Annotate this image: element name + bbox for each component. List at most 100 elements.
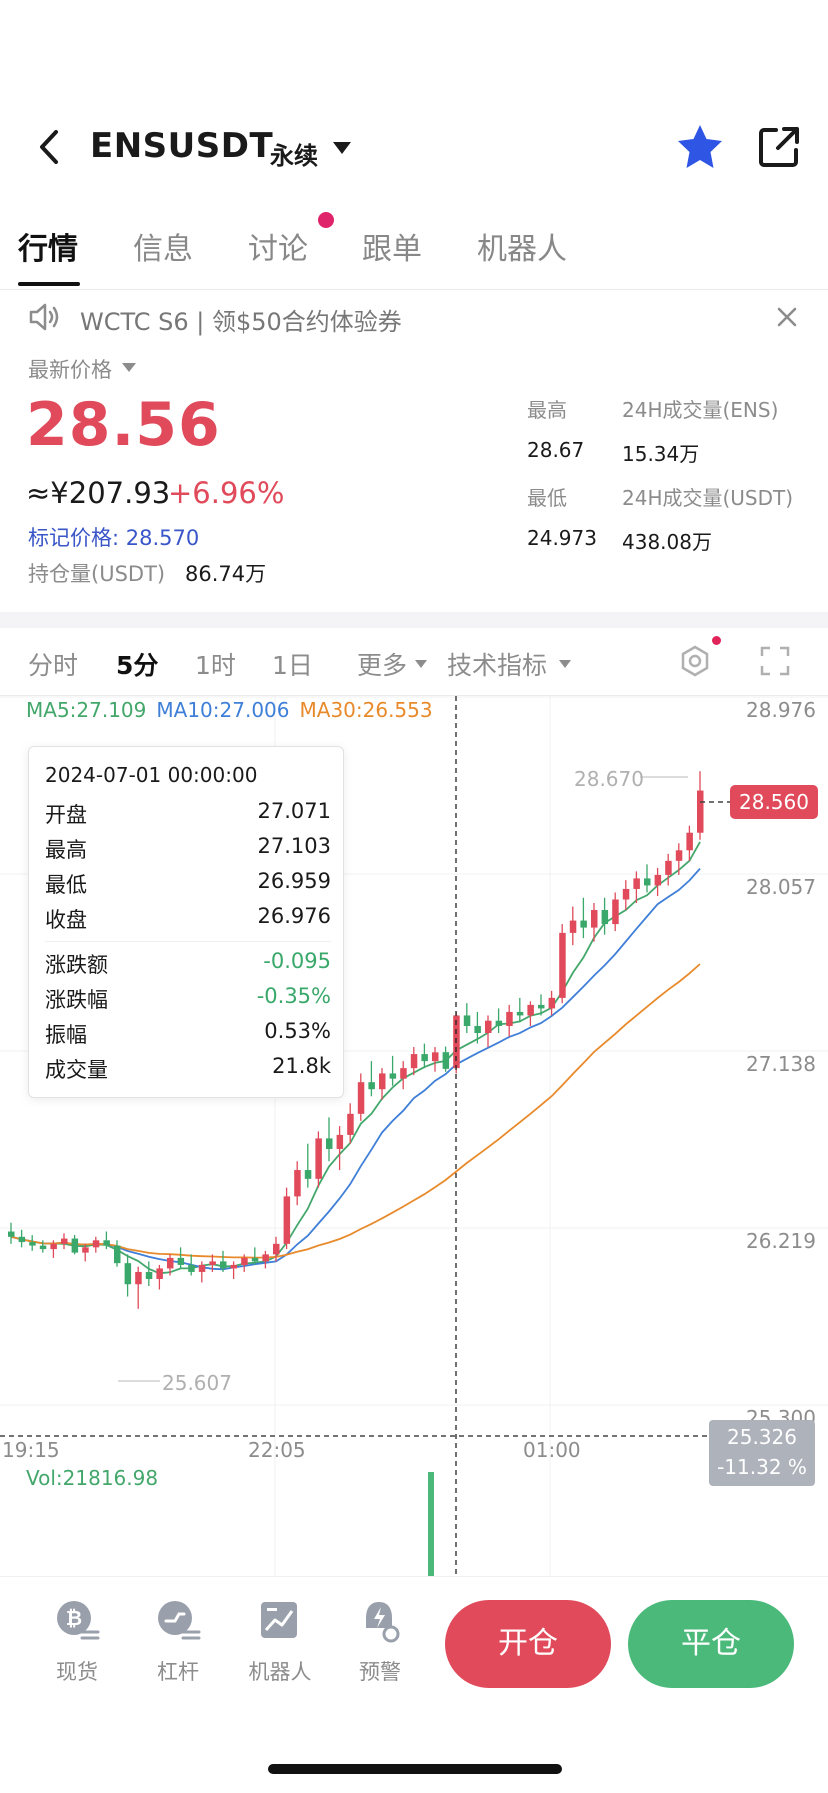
candle-body	[283, 1196, 291, 1244]
ma30-value: MA30:26.553	[299, 698, 433, 722]
candle-body	[209, 1261, 216, 1265]
tab-copy-trading[interactable]: 跟单	[362, 232, 422, 267]
fullscreen-icon[interactable]	[758, 644, 792, 678]
last-price: 28.56	[26, 390, 221, 460]
y-tick-label: 26.219	[746, 1229, 816, 1253]
last-price-badge: 28.560	[730, 785, 818, 819]
ma5-value: MA5:27.109	[26, 698, 147, 722]
alert-bell-icon	[366, 1602, 400, 1643]
page-title: ENSUSDT	[90, 126, 274, 166]
x-tick-label: 22:05	[248, 1438, 306, 1462]
interval-5m[interactable]: 5分	[116, 651, 159, 680]
candle-body	[114, 1245, 121, 1264]
candle-body	[262, 1254, 269, 1262]
open-position-button[interactable]: 开仓	[445, 1600, 611, 1688]
interval-1h[interactable]: 1时	[195, 651, 236, 680]
candle-body	[103, 1240, 110, 1246]
candle-body	[145, 1271, 153, 1279]
candle-body	[474, 1025, 481, 1034]
candle-body	[18, 1236, 26, 1243]
candle-body	[29, 1242, 36, 1246]
bot-chart-icon	[261, 1602, 297, 1638]
vol-quote-value: 438.08万	[622, 530, 712, 554]
vol-quote-label: 24H成交量(USDT)	[622, 486, 794, 510]
candle-body	[421, 1054, 428, 1062]
tooltip-value: -0.35%	[256, 984, 331, 1008]
settings-hexagon-icon[interactable]	[678, 644, 712, 678]
nav-margin[interactable]: 杠杆	[133, 1598, 223, 1686]
candle-body	[326, 1138, 333, 1149]
back-arrow-icon[interactable]	[30, 122, 70, 172]
caret-down-icon[interactable]	[415, 660, 427, 668]
indicators-menu[interactable]: 技术指标	[447, 651, 548, 680]
candle-body	[241, 1257, 248, 1265]
announcement-text[interactable]: WCTC S6 | 领$50合约体验券	[80, 308, 402, 336]
x-tick-label: 19:15	[2, 1438, 60, 1462]
share-icon[interactable]	[756, 124, 802, 170]
tooltip-label: 开盘	[45, 803, 87, 827]
candle-body	[379, 1073, 386, 1090]
close-icon[interactable]	[774, 304, 800, 330]
announcement-bar[interactable]: WCTC S6 | 领$50合约体验券	[0, 292, 828, 344]
candle-body	[273, 1243, 280, 1255]
active-tab-indicator	[18, 282, 80, 286]
candle-body	[644, 878, 651, 886]
tab-discussion[interactable]: 讨论	[248, 232, 308, 267]
low-marker-label: 25.607	[162, 1371, 232, 1395]
ma5-line	[10, 841, 701, 1275]
open-interest-value: 86.74万	[185, 562, 267, 586]
tab-info[interactable]: 信息	[133, 232, 193, 267]
candle-body	[569, 920, 577, 933]
candle-body	[485, 1020, 492, 1034]
candle-body	[39, 1245, 47, 1250]
margin-leverage-icon	[158, 1601, 201, 1640]
tooltip-value: 27.071	[257, 799, 331, 823]
caret-down-icon[interactable]	[333, 142, 351, 154]
candle-body	[61, 1238, 68, 1244]
nav-label: 现货	[56, 1660, 98, 1684]
candle-body	[347, 1113, 354, 1135]
tab-market[interactable]: 行情	[18, 232, 78, 267]
candle-body	[548, 997, 556, 1009]
nav-label: 预警	[359, 1660, 401, 1684]
interval-timeline[interactable]: 分时	[28, 651, 79, 680]
tab-bar: 行情 信息 讨论 跟单 机器人	[0, 218, 828, 290]
tooltip-label: 涨跌额	[45, 953, 108, 977]
mark-price[interactable]: 标记价格: 28.570	[28, 526, 200, 550]
nav-alerts[interactable]: 预警	[335, 1598, 425, 1686]
tab-bots[interactable]: 机器人	[477, 232, 567, 267]
candle-body	[92, 1240, 100, 1248]
candle-body	[82, 1247, 89, 1253]
candle-body	[389, 1073, 397, 1079]
y-tick-label: 27.138	[746, 1052, 816, 1076]
candle-body	[156, 1268, 163, 1279]
candle-body	[495, 1020, 503, 1026]
candle-body	[506, 1011, 513, 1026]
more-intervals[interactable]: 更多	[357, 651, 408, 680]
vol-base-label: 24H成交量(ENS)	[622, 398, 779, 422]
candle-body	[304, 1170, 312, 1179]
star-icon[interactable]	[675, 122, 725, 172]
candle-body	[601, 910, 609, 925]
tooltip-value: 21.8k	[272, 1054, 331, 1078]
caret-down-icon[interactable]	[559, 660, 571, 668]
candle-body	[463, 1015, 471, 1026]
nav-spot[interactable]: ₿ 现货	[32, 1598, 122, 1686]
close-position-button[interactable]: 平仓	[628, 1600, 794, 1688]
contract-type-selector[interactable]: 永续	[270, 142, 318, 170]
high-value: 28.67	[527, 438, 585, 462]
x-tick-label: 01:00	[523, 1438, 581, 1462]
price-change-pct: +6.96%	[168, 476, 285, 510]
interval-1d[interactable]: 1日	[272, 651, 313, 680]
y-tick-label: 28.976	[746, 698, 816, 722]
tooltip-value: 27.103	[257, 834, 331, 858]
caret-down-icon[interactable]	[122, 363, 136, 372]
last-price-label[interactable]: 最新价格	[28, 358, 112, 382]
candle-body	[559, 932, 566, 998]
candle-body	[251, 1257, 259, 1262]
candle-body	[675, 850, 683, 861]
volume-label: Vol:21816.98	[26, 1466, 159, 1490]
nav-bots[interactable]: 机器人	[235, 1598, 325, 1686]
nav-label: 杠杆	[157, 1660, 199, 1684]
candle-body	[516, 1011, 524, 1016]
